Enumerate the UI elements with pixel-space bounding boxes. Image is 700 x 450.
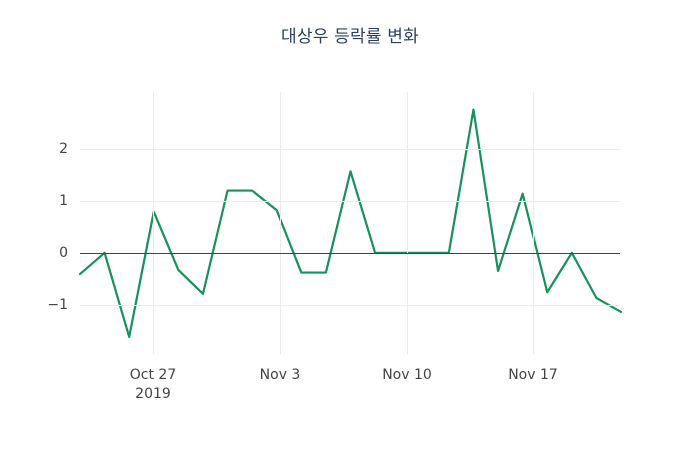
x-gridline xyxy=(407,92,408,354)
x-tick-label: Oct 27 2019 xyxy=(129,367,177,402)
line-series xyxy=(78,108,623,338)
x-axis-tick-labels: Oct 27 2019 Nov 3 Nov 10 Nov 17 xyxy=(80,366,620,416)
x-tick-label: Nov 10 xyxy=(382,367,432,383)
plot-area xyxy=(78,92,623,354)
y-tick-label: 0 xyxy=(59,244,68,261)
x-gridline xyxy=(533,92,534,354)
y-tick-label: 1 xyxy=(59,192,68,209)
y-gridline xyxy=(80,149,620,151)
x-gridline xyxy=(280,92,281,354)
y-gridline xyxy=(80,304,620,306)
y-tick-label: 2 xyxy=(59,141,68,158)
y-gridline xyxy=(80,200,620,202)
x-gridline xyxy=(153,92,154,354)
y-tick-label: −1 xyxy=(47,296,68,313)
zero-axis-line xyxy=(80,252,620,254)
x-tick-label: Nov 3 xyxy=(259,367,301,383)
x-tick-label: Nov 17 xyxy=(508,367,558,383)
chart-title: 대상우 등락률 변화 xyxy=(281,27,419,47)
series-polyline xyxy=(78,108,623,338)
y-axis-tick-labels: 2 1 0 −1 xyxy=(0,92,68,354)
